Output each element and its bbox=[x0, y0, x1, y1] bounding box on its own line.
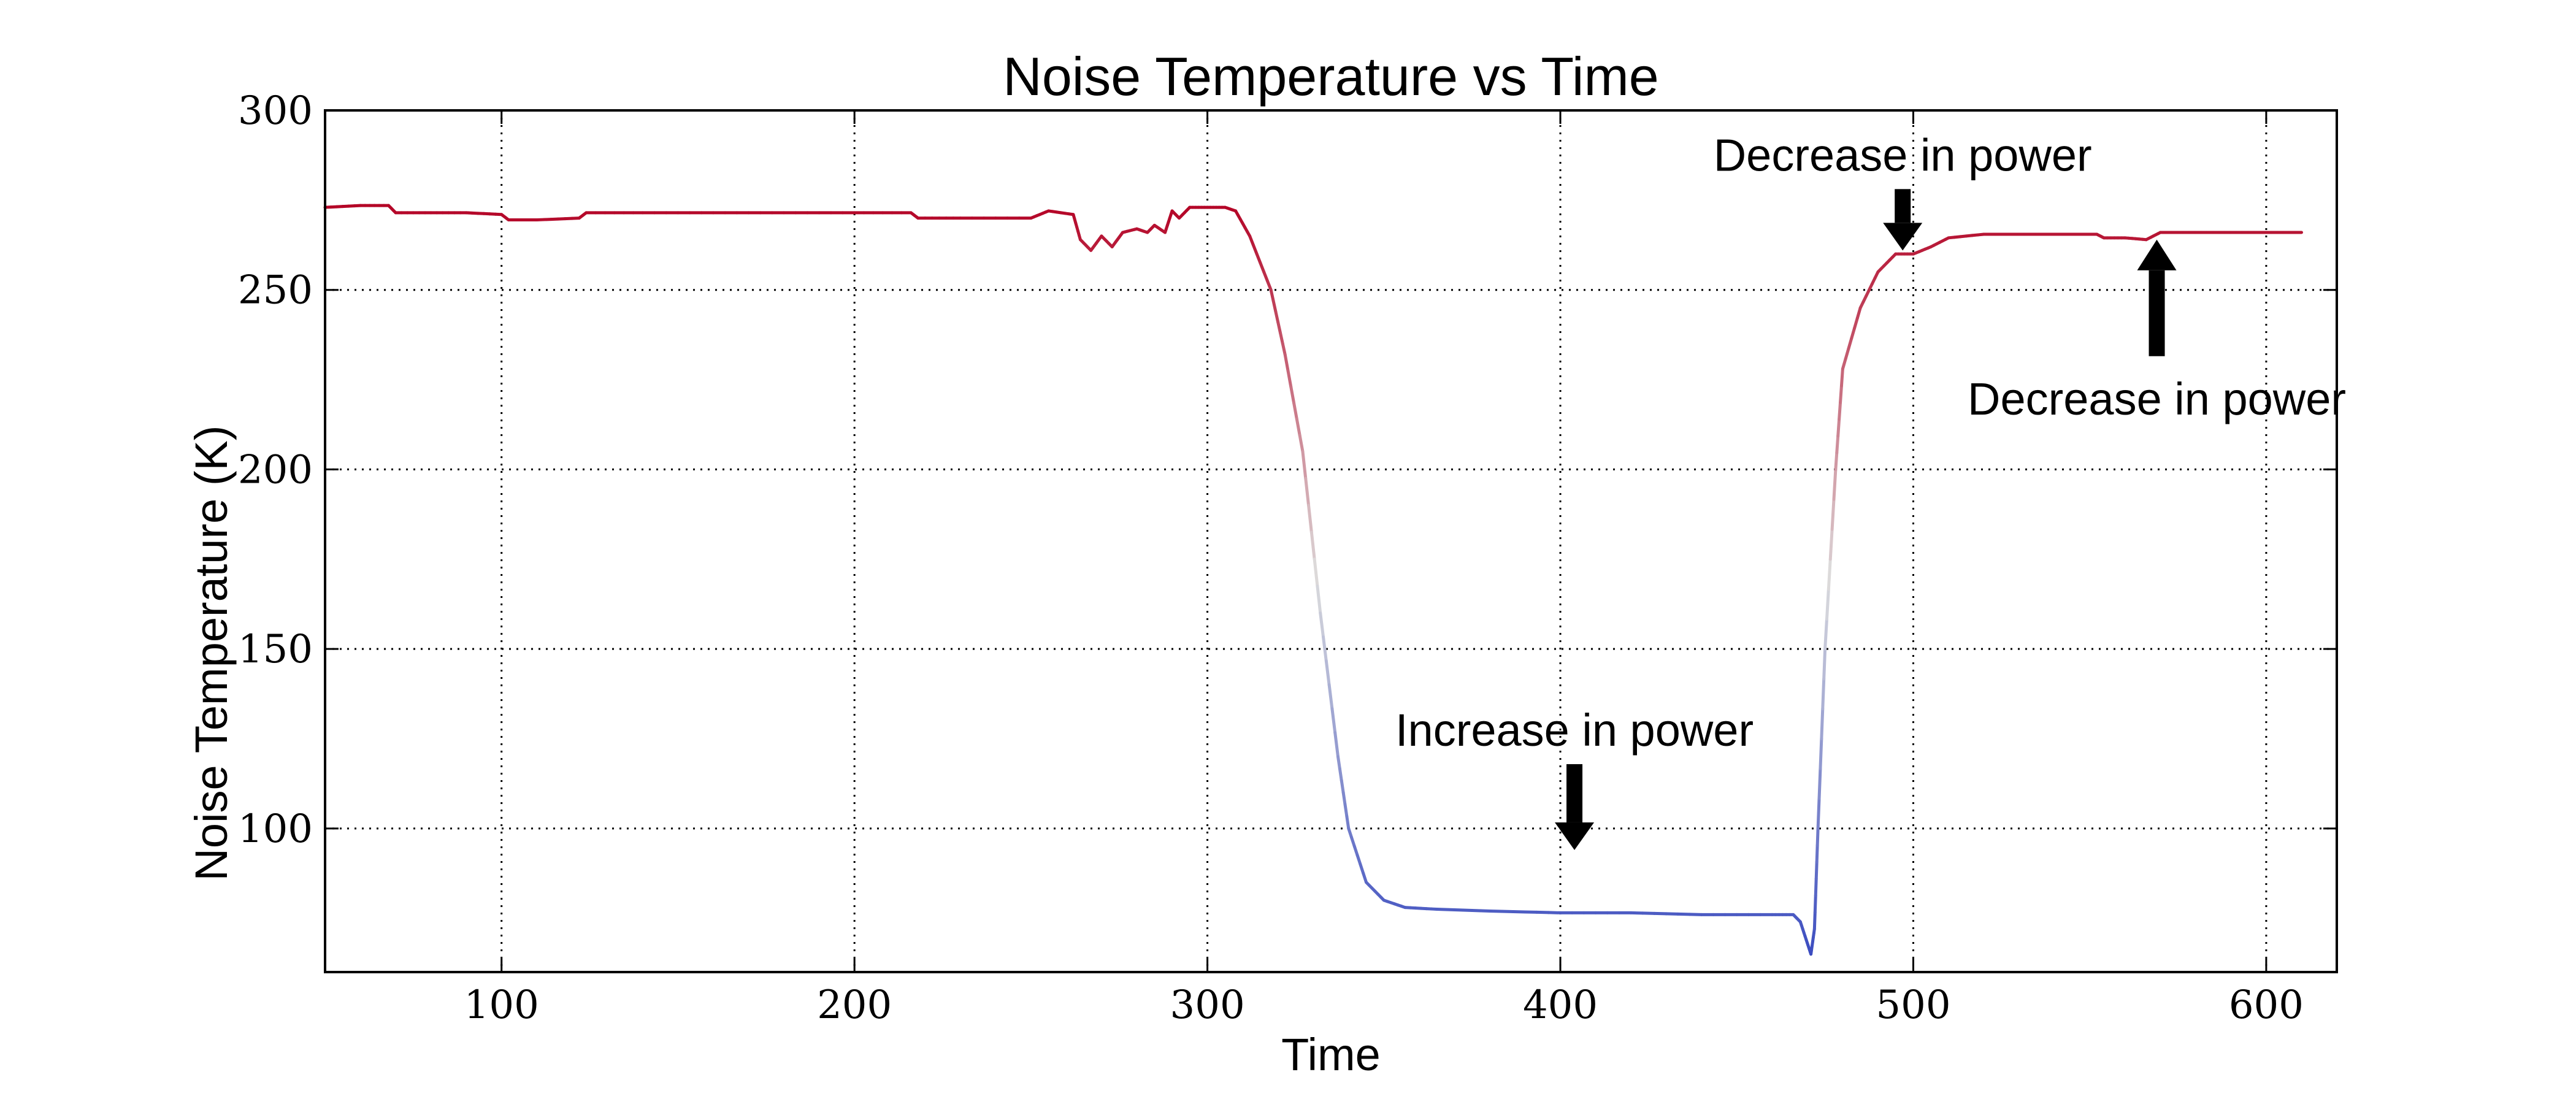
annotation-label: Decrease in power bbox=[1968, 373, 2346, 424]
series-line-segment bbox=[1841, 386, 1842, 402]
series-line-segment bbox=[1824, 649, 1825, 679]
y-tick-label: 250 bbox=[238, 268, 313, 313]
chart-title: Noise Temperature vs Time bbox=[1003, 46, 1658, 107]
y-axis-title: Noise Temperature (K) bbox=[186, 425, 237, 881]
y-tick-label: 100 bbox=[238, 806, 313, 852]
x-tick-label: 300 bbox=[1170, 983, 1245, 1028]
series-line-segment bbox=[1841, 369, 1842, 386]
series-line-segment bbox=[1834, 469, 1836, 499]
series-line-segment bbox=[1819, 768, 1820, 799]
series-line-segment bbox=[1817, 829, 1818, 845]
series-line-segment bbox=[1827, 589, 1828, 619]
series-line-segment bbox=[1814, 912, 1815, 929]
series-line-segment bbox=[1347, 816, 1349, 829]
series-line-segment bbox=[1825, 619, 1827, 649]
x-axis-title: Time bbox=[1281, 1029, 1381, 1080]
series-line-segment bbox=[1822, 709, 1823, 739]
series-line-segment bbox=[1345, 805, 1347, 817]
annotation-arrow-shaft bbox=[2149, 270, 2165, 356]
series-line-segment bbox=[1830, 529, 1832, 559]
annotation-arrow-shaft bbox=[1895, 189, 1911, 223]
x-tick-label: 600 bbox=[2229, 983, 2304, 1028]
y-tick-label: 200 bbox=[238, 447, 313, 492]
y-tick-label: 300 bbox=[238, 88, 313, 134]
series-line-segment bbox=[1818, 799, 1819, 829]
series-line-segment bbox=[1341, 781, 1343, 793]
series-line-segment bbox=[1816, 862, 1817, 878]
x-tick-label: 500 bbox=[1876, 983, 1950, 1028]
annotation-label: Increase in power bbox=[1395, 705, 1754, 756]
annotation-label: Decrease in power bbox=[1714, 129, 2092, 180]
series-line-segment bbox=[1338, 757, 1340, 769]
series-line-segment bbox=[1340, 768, 1341, 781]
series-line-segment bbox=[1823, 679, 1824, 709]
series-line-segment bbox=[1820, 738, 1822, 768]
series-line-segment bbox=[1837, 436, 1838, 453]
x-tick-label: 400 bbox=[1523, 983, 1598, 1028]
x-tick-label: 200 bbox=[817, 983, 892, 1028]
series-line-segment bbox=[1838, 419, 1839, 435]
series-line-segment bbox=[1839, 402, 1841, 419]
series-line-segment bbox=[1343, 792, 1345, 805]
y-tick-label: 150 bbox=[238, 627, 313, 672]
series-line-segment bbox=[1815, 879, 1816, 895]
series-line-segment bbox=[1832, 499, 1834, 529]
x-tick-label: 100 bbox=[464, 983, 539, 1028]
annotation-arrow-shaft bbox=[1566, 764, 1582, 822]
series-line-segment bbox=[1828, 559, 1830, 589]
series-line-segment bbox=[1836, 453, 1837, 469]
